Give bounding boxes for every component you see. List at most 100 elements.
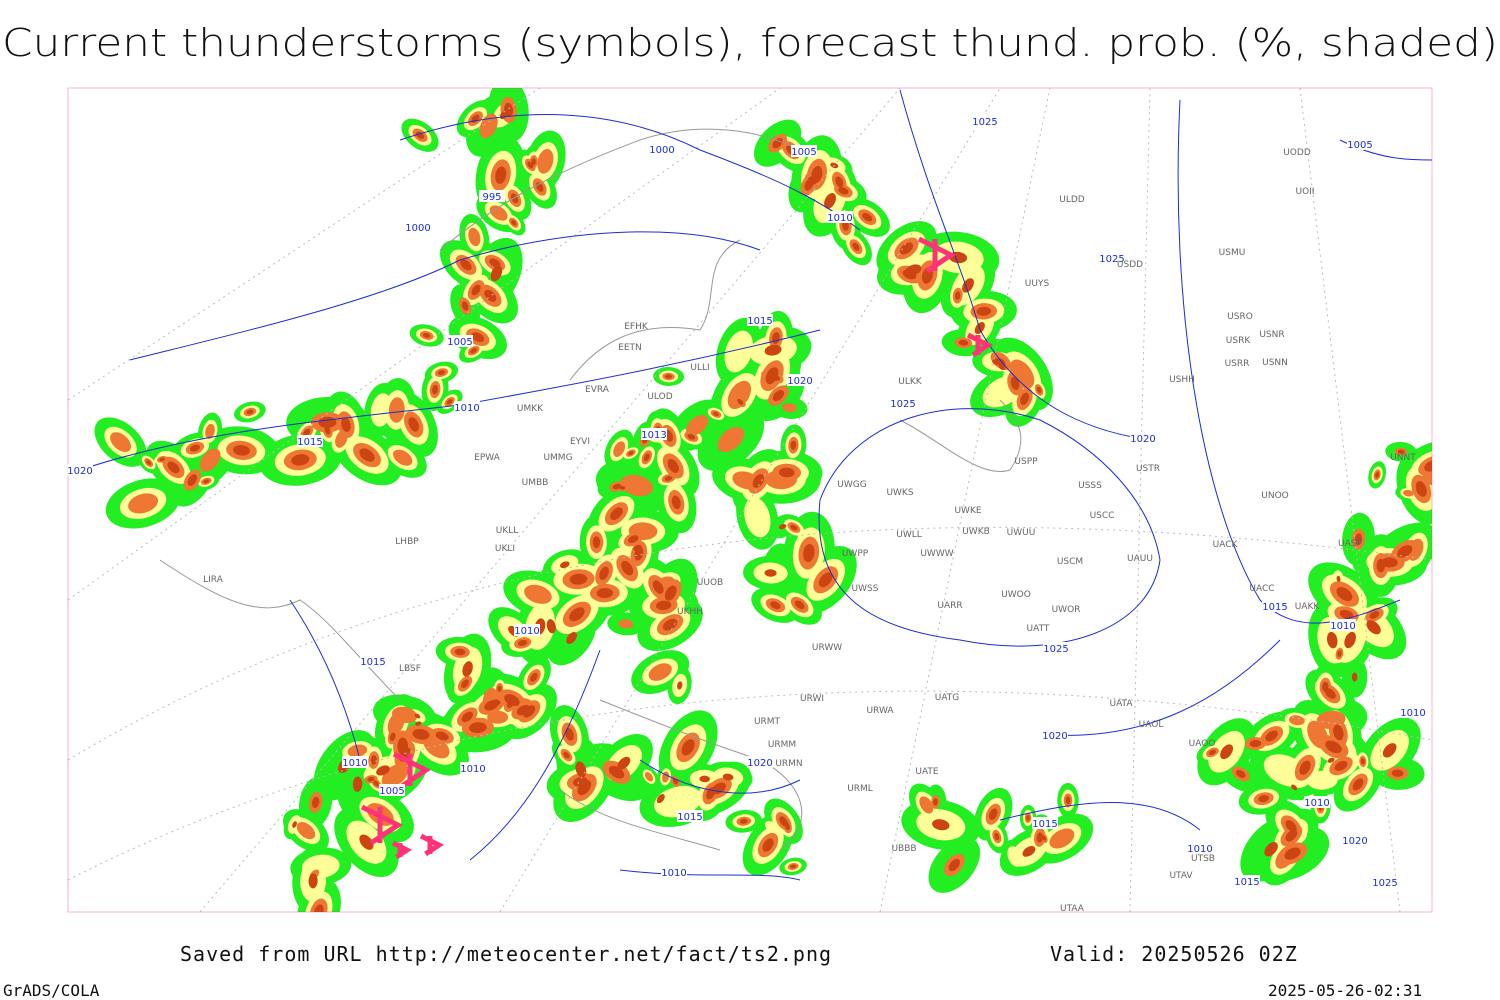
shade-cell <box>643 453 650 462</box>
shade-cell <box>1036 832 1043 843</box>
isobar-label: 1010 <box>661 868 686 879</box>
isobar-label-bg <box>747 314 773 326</box>
shade-cell <box>415 721 422 726</box>
storm-symbol <box>392 751 431 789</box>
shade-cell <box>471 284 481 296</box>
shade-cell <box>367 776 375 782</box>
shade-cell <box>677 681 683 690</box>
shade-cell <box>1291 784 1298 791</box>
station-label: UAKK <box>1295 602 1321 612</box>
shade-cell <box>1208 749 1216 756</box>
station-label: UODD <box>1283 148 1311 158</box>
isobar-label: 1010 <box>514 626 539 637</box>
station-label: EFHK <box>624 322 649 332</box>
shade-cell <box>1366 620 1381 635</box>
isobar-label: 1015 <box>1234 877 1259 888</box>
shade-cell <box>1381 557 1398 568</box>
shade-cell <box>790 524 798 531</box>
shade-cell <box>189 444 200 452</box>
isobar-label: 1025 <box>972 117 997 128</box>
shade-cell <box>610 507 623 520</box>
valid-time: Valid: 20250526 02Z <box>1050 942 1298 966</box>
station-label: ULOD <box>647 392 672 402</box>
shade-cell <box>1258 795 1270 803</box>
isobar-label-bg <box>1042 729 1068 741</box>
isobar-label: 1020 <box>67 466 92 477</box>
shade-cell <box>359 834 374 850</box>
station-label: UWKB <box>962 527 990 537</box>
isobar-label-bg <box>641 428 667 440</box>
station-label: USRO <box>1227 312 1253 322</box>
station-label: URML <box>847 784 873 794</box>
shade-cell <box>497 685 502 692</box>
shade-cell <box>764 344 782 356</box>
station-label: UATA <box>1109 699 1133 709</box>
shade-cell <box>313 904 324 912</box>
isobar-label: 1015 <box>360 657 385 668</box>
shade-cell <box>948 858 960 872</box>
station-label: USCM <box>1057 557 1083 567</box>
isobar-label: 1025 <box>890 399 915 410</box>
shade-cell <box>205 423 215 439</box>
station-label: UMMG <box>543 453 572 463</box>
shade-cell <box>919 796 934 814</box>
isobar-label-bg <box>1262 600 1288 612</box>
isobar-label: 1010 <box>454 403 479 414</box>
station-label: USNR <box>1259 330 1284 340</box>
shade-cell <box>803 543 815 563</box>
shade-cell <box>324 426 331 435</box>
map-title: Current thunderstorms (symbols), forecas… <box>2 21 1498 65</box>
shade-cell <box>737 398 744 405</box>
shade-cell <box>389 732 396 741</box>
shade-cell <box>199 448 221 472</box>
shade-cell <box>686 415 709 436</box>
shade-cell <box>779 816 788 827</box>
station-label: UMBB <box>522 478 549 488</box>
shade-cell <box>621 560 634 576</box>
station-label: EETN <box>618 343 642 353</box>
station-label: URMN <box>775 759 802 769</box>
shade-cell <box>1424 460 1432 472</box>
storm-symbols <box>360 236 993 860</box>
shade-cell <box>1369 611 1380 619</box>
shade-cell <box>1344 631 1356 649</box>
shade-cell <box>1351 672 1358 682</box>
shade-cell <box>408 417 420 432</box>
shade-cell <box>575 761 587 778</box>
shade-cell <box>565 727 574 741</box>
isobar-label-bg <box>460 762 486 774</box>
shade-cell <box>617 756 631 770</box>
isobar-label: 1005 <box>379 786 404 797</box>
shade-cell <box>596 588 614 599</box>
isobar-label: 1010 <box>460 764 485 775</box>
station-label: UUOB <box>697 578 723 588</box>
isobar-label-bg <box>1043 642 1069 654</box>
shade-cell <box>818 572 833 588</box>
shade-cell <box>359 448 375 462</box>
shade-cell <box>146 460 152 465</box>
isobar-label: 1005 <box>1347 140 1372 151</box>
shade-cell <box>437 370 446 375</box>
shade-cell <box>412 728 430 740</box>
isobar-label: 1010 <box>827 213 852 224</box>
shade-cell <box>989 808 998 821</box>
shade-cell <box>490 265 503 282</box>
shade-cell <box>470 347 477 354</box>
shade-cell <box>1407 538 1424 561</box>
shade-cell <box>517 639 528 647</box>
isobar-label: 1010 <box>1187 844 1212 855</box>
isobar-label-bg <box>787 374 813 386</box>
shade-cell <box>461 301 469 311</box>
shade-cell <box>1352 778 1364 791</box>
isobar-label: 1025 <box>1372 878 1397 889</box>
shade-cell <box>504 694 520 706</box>
storm-symbol <box>966 332 993 358</box>
shade-cell <box>388 397 405 423</box>
shade-cell <box>1285 829 1298 842</box>
isobar-label-bg <box>1187 842 1213 854</box>
station-label: UWLL <box>896 530 922 540</box>
shade-cell <box>1264 842 1278 857</box>
shade-cell <box>644 772 654 782</box>
isobar-label: 1000 <box>405 223 430 234</box>
isobar-label: 1015 <box>747 316 772 327</box>
